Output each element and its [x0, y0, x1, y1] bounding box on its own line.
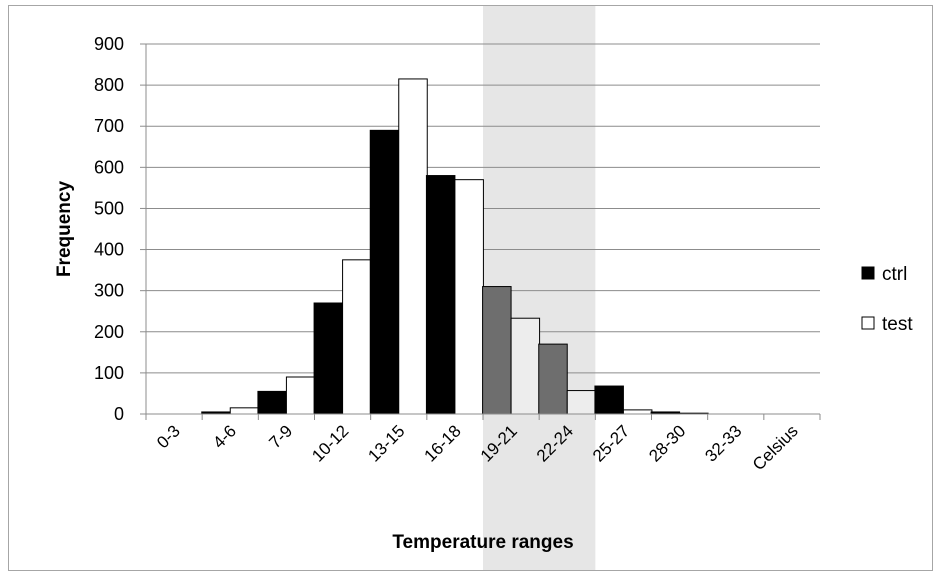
x-tick-label-7-9: 7-9 [265, 421, 296, 452]
bar-test-19-21 [510, 317, 541, 415]
bar-test-10-12 [342, 259, 372, 415]
y-tick-label-0: 0 [114, 404, 124, 424]
x-axis-title: Temperature ranges [392, 532, 573, 553]
y-tick-label-800: 800 [94, 75, 124, 95]
x-tick-labels: 0-3 4-6 7-9 10-12 13-15 16-18 19-21 22-24 25-27 2… [153, 421, 802, 474]
bar-test-16-18 [454, 179, 484, 415]
y-tick-labels: 0 100 200 300 400 500 600 700 800 900 [94, 34, 124, 424]
x-tick-label-celsius: Celsius [749, 421, 802, 474]
bar-test-4-6 [229, 407, 260, 415]
axes [140, 43, 821, 420]
bar-test-25-27 [622, 409, 653, 415]
bar-ctrl-16-18 [425, 175, 456, 415]
bar-test-22-24 [566, 390, 597, 415]
bar-ctrl-13-15 [369, 129, 400, 415]
y-tick-label-200: 200 [94, 322, 124, 342]
bar-ctrl-10-12 [313, 302, 344, 415]
y-tick-label-300: 300 [94, 281, 124, 301]
x-tick-label-28-30: 28-30 [645, 421, 689, 465]
bar-test-7-9 [285, 376, 316, 415]
legend-swatch-test [861, 316, 875, 330]
x-tick-label-10-12: 10-12 [308, 421, 352, 465]
y-axis-title: Frequency [54, 181, 75, 278]
bars [201, 78, 709, 415]
y-tick-label-700: 700 [94, 116, 124, 136]
bar-test-13-15 [398, 78, 428, 415]
y-tick-label-400: 400 [94, 240, 124, 260]
x-tick-label-4-6: 4-6 [209, 421, 240, 452]
y-tick-label-500: 500 [94, 198, 124, 218]
bar-ctrl-25-27 [594, 385, 624, 415]
y-tick-label-100: 100 [94, 363, 124, 383]
x-tick-label-25-27: 25-27 [589, 421, 633, 465]
x-tick-label-16-18: 16-18 [421, 421, 465, 465]
legend: ctrl test [861, 264, 913, 335]
x-tick-label-13-15: 13-15 [364, 421, 408, 465]
bar-ctrl-22-24 [538, 343, 568, 415]
bar-ctrl-19-21 [482, 286, 512, 415]
bar-ctrl-7-9 [257, 390, 287, 415]
legend-swatch-ctrl [861, 266, 875, 280]
y-tick-label-600: 600 [94, 157, 124, 177]
y-tick-label-900: 900 [94, 34, 124, 54]
x-tick-label-0-3: 0-3 [153, 421, 184, 452]
legend-label-test: test [882, 314, 913, 335]
x-tick-label-32-33: 32-33 [701, 421, 745, 465]
legend-label-ctrl: ctrl [882, 264, 907, 285]
